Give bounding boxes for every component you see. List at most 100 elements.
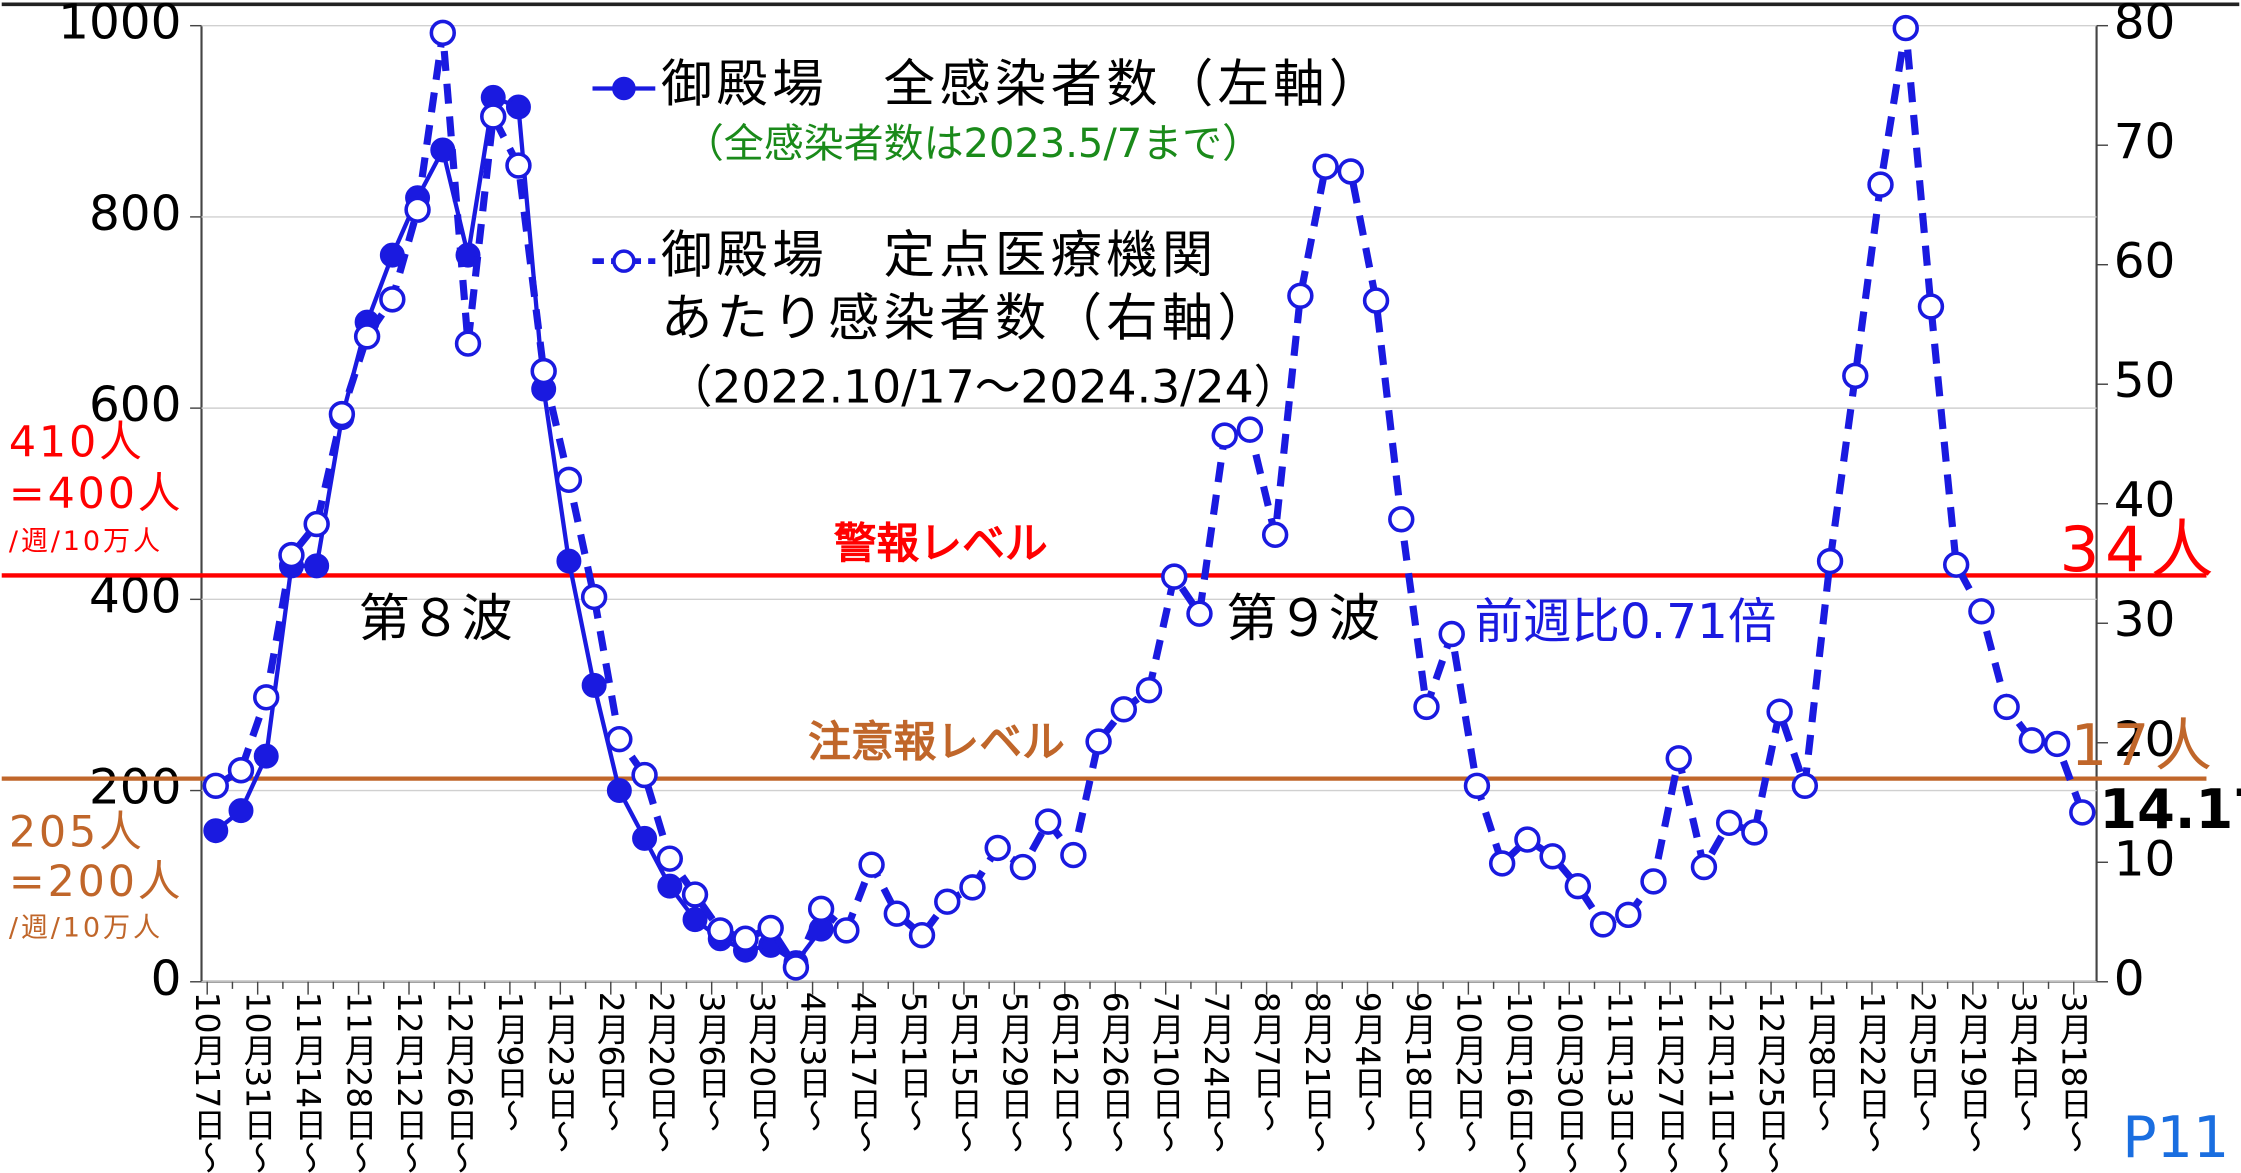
data-point — [1186, 600, 1213, 627]
data-point — [908, 921, 936, 949]
data-point — [1337, 158, 1365, 185]
annotation: 前週比0.71倍 — [1474, 594, 1776, 650]
data-point — [883, 900, 911, 927]
data-point — [1791, 772, 1819, 799]
data-point — [202, 772, 229, 799]
y2-tick-label: 10 — [2114, 831, 2176, 887]
data-point — [556, 548, 582, 574]
data-point — [228, 798, 254, 824]
x-tick-label: 10月2日～ — [1449, 992, 1487, 1153]
data-point — [227, 757, 255, 784]
fo: 御殿場 定点医療機関 あたり感染者数（右軸） — [661, 226, 1274, 349]
data-point — [1564, 872, 1592, 900]
data-point — [1640, 868, 1667, 895]
data-point — [1589, 911, 1617, 938]
data-point — [631, 761, 658, 789]
data-point — [1741, 819, 1768, 846]
legend-label: 御殿場 定点医療機関 あたり感染者数（右軸） — [661, 226, 1274, 349]
x-tick-label: 12月11日～ — [1702, 992, 1740, 1173]
x-tick-label: 12月12日～ — [390, 992, 428, 1173]
reference-label: 警報レベル — [834, 519, 1048, 569]
data-point — [203, 818, 229, 844]
data-point — [984, 834, 1011, 862]
x-tick-label: 2月5日～ — [1903, 992, 1941, 1132]
x-tick-label: 10月30日～ — [1550, 992, 1588, 1173]
data-point — [1211, 422, 1238, 449]
x-tick-label: 9月18日～ — [1399, 992, 1437, 1153]
data-point — [505, 152, 532, 179]
x-tick-label: 2月6日～ — [592, 992, 630, 1132]
reference-right-label: 34人 — [2059, 513, 2219, 586]
fo: （全感染者数は2023.5/7まで） — [684, 120, 1262, 167]
x-tick-label: 11月14日～ — [289, 992, 327, 1173]
y-tick-label: 600 — [89, 377, 182, 433]
data-point — [1009, 853, 1037, 881]
x-tick-label: 7月10日～ — [1147, 992, 1185, 1153]
data-point — [606, 778, 632, 804]
data-point — [732, 925, 759, 952]
data-point — [581, 672, 607, 698]
data-point — [480, 103, 507, 130]
x-tick-label: 1月9日～ — [491, 992, 529, 1132]
data-point — [1034, 808, 1062, 835]
data-point — [934, 888, 961, 915]
x-tick-label: 12月25日～ — [1752, 992, 1790, 1173]
data-point — [1842, 362, 1869, 390]
data-point — [253, 684, 280, 711]
x-tick-label: 8月7日～ — [1248, 992, 1286, 1132]
x-tick-label: 3月20日～ — [743, 992, 781, 1153]
data-point — [253, 743, 279, 769]
legend-label: 御殿場 全感染者数（左軸） — [661, 55, 1385, 115]
reference-right-label: 17人 — [2071, 713, 2218, 779]
y-tick-label: 0 — [151, 951, 182, 1007]
annotation: 第８波 — [358, 589, 512, 649]
data-point — [304, 553, 330, 579]
data-point — [757, 914, 784, 942]
data-point — [1085, 728, 1112, 755]
fo: （2022.10/17～2024.3/24） — [666, 359, 1300, 414]
x-tick-label: 3月6日～ — [693, 992, 731, 1132]
data-point — [657, 873, 683, 899]
x-tick-label: 10月31日～ — [239, 992, 277, 1173]
data-point — [1060, 841, 1087, 869]
data-point — [2018, 727, 2046, 754]
data-point — [303, 510, 330, 538]
data-point — [1488, 850, 1516, 877]
data-point — [1917, 293, 1945, 320]
y-tick-label: 200 — [89, 760, 182, 816]
y-tick-label: 400 — [89, 568, 182, 624]
x-tick-label: 10月16日～ — [1500, 992, 1538, 1173]
data-point — [707, 917, 734, 944]
data-point — [1236, 416, 1264, 443]
data-point — [1539, 843, 1566, 870]
page-label: P11 — [2122, 1105, 2229, 1171]
data-point — [454, 330, 482, 357]
data-point — [278, 541, 305, 569]
fo: 御殿場 全感染者数（左軸） — [661, 55, 1385, 115]
x-tick-label: 1月22日～ — [1853, 992, 1891, 1153]
reference-left-label: 410人 — [9, 418, 145, 468]
last-value-label: 14.17 — [2099, 778, 2241, 841]
y-tick-label: 1000 — [58, 0, 181, 51]
data-point — [2043, 730, 2071, 758]
data-point — [1766, 698, 1793, 725]
data-point — [1968, 598, 1995, 625]
data-point — [404, 196, 431, 223]
data-point — [1413, 693, 1440, 721]
y2-tick-label: 60 — [2114, 234, 2176, 290]
x-tick-label: 2月19日～ — [1954, 992, 1992, 1153]
y2-tick-label: 0 — [2114, 951, 2145, 1007]
y2-tick-label: 80 — [2114, 0, 2176, 51]
data-point — [1362, 287, 1390, 314]
y2-tick-label: 30 — [2114, 592, 2176, 648]
data-point — [1110, 696, 1138, 723]
legend-note: （2022.10/17～2024.3/24） — [666, 359, 1300, 414]
x-tick-label: 6月12日～ — [1046, 992, 1084, 1153]
data-point — [1816, 547, 1844, 575]
x-tick-label: 11月28日～ — [340, 992, 378, 1173]
x-tick-label: 5月15日～ — [945, 992, 983, 1153]
data-point — [1942, 551, 1970, 578]
data-point — [1690, 853, 1718, 881]
data-point — [959, 874, 986, 901]
